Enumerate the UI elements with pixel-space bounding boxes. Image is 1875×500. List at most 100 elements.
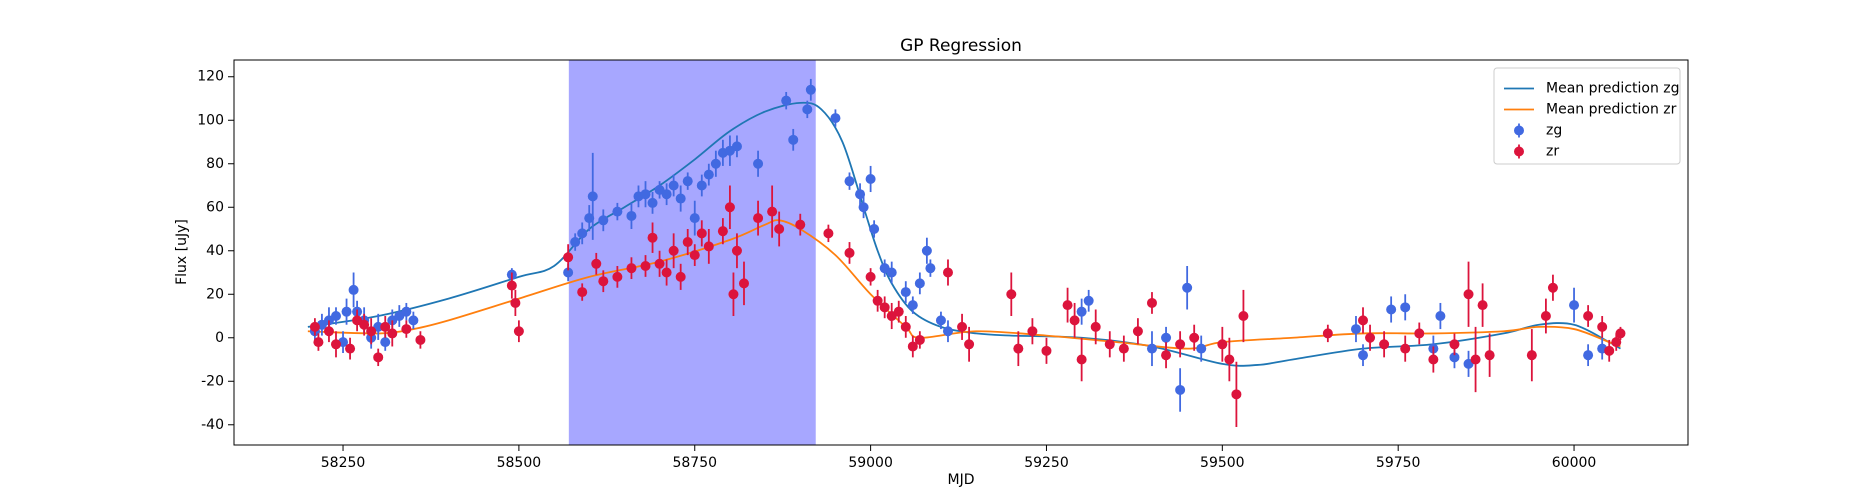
marker — [1322, 328, 1333, 339]
marker — [731, 141, 742, 152]
marker — [1069, 315, 1080, 326]
marker — [1350, 324, 1361, 335]
marker — [1477, 300, 1488, 311]
marker — [654, 258, 665, 269]
x-tick-label: 58500 — [497, 455, 542, 471]
marker — [886, 267, 897, 278]
marker — [1076, 306, 1087, 317]
marker — [587, 191, 598, 202]
marker — [577, 287, 588, 298]
marker — [1358, 350, 1369, 361]
marker — [598, 276, 609, 287]
marker — [1118, 343, 1129, 354]
marker — [661, 267, 672, 278]
marker — [309, 321, 320, 332]
marker — [584, 213, 595, 224]
marker — [1583, 311, 1594, 322]
marker — [1449, 352, 1460, 363]
marker — [710, 158, 721, 169]
marker — [738, 278, 749, 289]
marker — [387, 328, 398, 339]
legend-label: zr — [1546, 144, 1559, 160]
marker — [879, 302, 890, 313]
marker — [563, 252, 574, 263]
x-tick-label: 58750 — [672, 455, 717, 471]
marker — [612, 271, 623, 282]
marker — [914, 334, 925, 345]
marker — [1196, 343, 1207, 354]
marker — [506, 280, 517, 291]
marker — [865, 173, 876, 184]
marker — [767, 206, 778, 217]
marker — [563, 267, 574, 278]
marker — [1428, 354, 1439, 365]
legend-swatch — [1514, 146, 1524, 157]
marker — [1597, 321, 1608, 332]
marker — [401, 324, 412, 335]
marker — [1041, 345, 1052, 356]
marker — [1013, 343, 1024, 354]
x-tick-label: 60000 — [1552, 455, 1597, 471]
legend-label: zg — [1546, 123, 1562, 139]
marker — [1062, 300, 1073, 311]
marker — [1175, 339, 1186, 350]
marker — [570, 237, 581, 248]
marker — [865, 271, 876, 282]
x-tick-label: 59750 — [1376, 455, 1421, 471]
marker — [1615, 328, 1626, 339]
marker — [513, 326, 524, 337]
legend-label: Mean prediction zg — [1546, 81, 1680, 97]
marker — [348, 284, 359, 295]
marker — [668, 245, 679, 256]
marker — [330, 339, 341, 350]
marker — [359, 319, 370, 330]
marker — [1175, 384, 1186, 395]
marker — [703, 169, 714, 180]
x-axis-label: MJD — [948, 472, 975, 488]
marker — [689, 250, 700, 261]
marker — [728, 289, 739, 300]
marker — [907, 341, 918, 352]
marker — [1540, 311, 1551, 322]
legend-box — [1493, 67, 1681, 165]
marker — [1189, 332, 1200, 343]
legend-label: Mean prediction zr — [1546, 102, 1677, 118]
marker — [1414, 328, 1425, 339]
marker — [703, 241, 714, 252]
marker — [510, 297, 521, 308]
marker — [366, 326, 377, 337]
marker — [774, 224, 785, 235]
marker — [1132, 326, 1143, 337]
marker — [647, 197, 658, 208]
marker — [626, 210, 637, 221]
marker — [788, 134, 799, 145]
marker — [753, 158, 764, 169]
y-axis-label: Flux [uJy] — [174, 219, 190, 285]
plot-area — [307, 78, 1626, 427]
y-tick-label: 40 — [206, 243, 224, 259]
marker — [380, 321, 391, 332]
y-tick-label: 120 — [197, 69, 224, 85]
x-tick-label: 58250 — [321, 455, 366, 471]
marker — [640, 260, 651, 271]
marker — [1238, 311, 1249, 322]
marker — [1604, 345, 1615, 356]
marker — [675, 271, 686, 282]
marker — [1104, 339, 1115, 350]
marker — [1146, 343, 1157, 354]
marker — [781, 95, 792, 106]
marker — [731, 245, 742, 256]
plot-frame — [233, 59, 1689, 446]
marker — [907, 300, 918, 311]
marker — [753, 213, 764, 224]
marker — [1400, 343, 1411, 354]
marker — [935, 315, 946, 326]
y-tick-label: 0 — [215, 330, 224, 346]
marker — [598, 215, 609, 226]
marker — [1217, 339, 1228, 350]
x-tick-label: 59000 — [848, 455, 893, 471]
marker — [640, 189, 651, 200]
marker — [1449, 339, 1460, 350]
marker — [1076, 354, 1087, 365]
